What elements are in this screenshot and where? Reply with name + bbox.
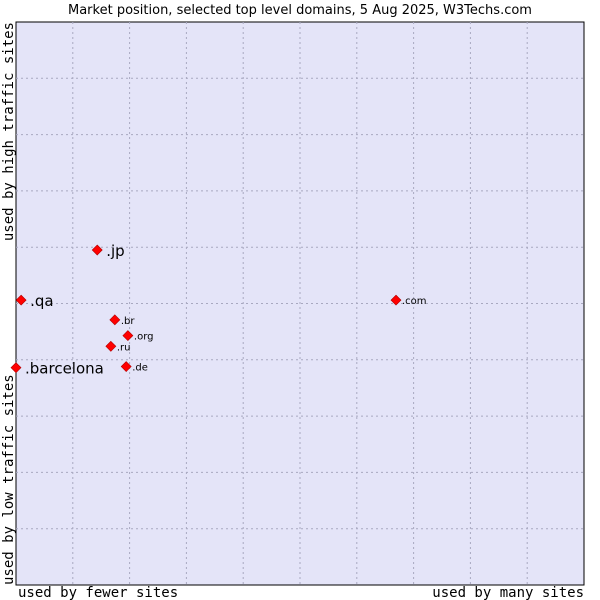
data-point-qa: .qa [15, 292, 54, 310]
data-point-jp: .jp [91, 242, 125, 260]
point-label-de: .de [132, 363, 148, 374]
chart-title: Market position, selected top level doma… [68, 3, 532, 18]
y-axis-label-top: used by high traffic sites [1, 22, 17, 241]
data-points: .jp .qa .barcelona .com .br .org.ru.de [10, 242, 427, 378]
point-label-ru: .ru [117, 342, 131, 353]
point-label-qa: .qa [30, 292, 53, 310]
marker-ru [105, 340, 117, 352]
data-point-barcelona: .barcelona [10, 360, 104, 378]
grid-lines [16, 22, 584, 585]
x-axis-label-right: used by many sites [432, 585, 584, 600]
point-label-org: .org [134, 332, 154, 343]
data-point-org: .org [122, 330, 154, 343]
data-point-ru: .ru [105, 340, 131, 353]
data-point-de: .de [120, 361, 148, 374]
marker-barcelona [10, 362, 22, 374]
y-axis-label-bottom: used by low traffic sites [1, 374, 17, 585]
x-axis-label-left: used by fewer sites [18, 585, 178, 600]
point-label-jp: .jp [106, 242, 124, 260]
marker-org [122, 330, 134, 342]
point-label-br: .br [121, 316, 136, 327]
data-point-com: .com [390, 294, 427, 307]
point-label-barcelona: .barcelona [25, 360, 104, 378]
marker-com [390, 294, 402, 306]
marker-qa [15, 294, 27, 306]
point-label-com: .com [402, 296, 427, 307]
marker-br [109, 314, 121, 326]
marker-de [120, 361, 132, 372]
marker-jp [91, 244, 103, 256]
data-point-br: .br [109, 314, 136, 327]
